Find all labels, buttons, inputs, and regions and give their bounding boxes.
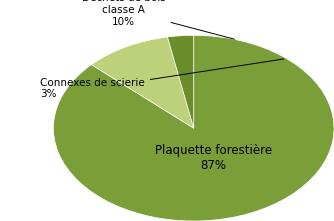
- Wedge shape: [167, 35, 194, 128]
- Wedge shape: [53, 35, 334, 221]
- Text: Déchets de bois
classe A
10%: Déchets de bois classe A 10%: [82, 0, 234, 39]
- Text: Connexes de scierie
3%: Connexes de scierie 3%: [40, 59, 284, 99]
- Wedge shape: [92, 37, 194, 128]
- Text: Plaquette forestière
87%: Plaquette forestière 87%: [155, 144, 272, 172]
